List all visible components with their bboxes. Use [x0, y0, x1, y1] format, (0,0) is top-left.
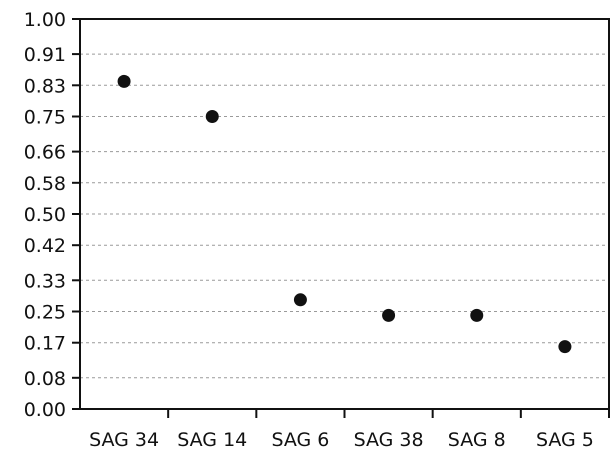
data-point — [558, 340, 572, 354]
y-tick-label: 0.75 — [24, 107, 66, 129]
x-axis: SAG 34 SAG 14 SAG 6 SAG 38 SAG 8 SAG 5 — [89, 409, 610, 451]
y-tick-label: 0.58 — [24, 173, 66, 195]
x-tick-label: SAG 8 — [448, 429, 506, 451]
x-tick-label: SAG 6 — [271, 429, 329, 451]
x-tick-label: SAG 34 — [89, 429, 159, 451]
plot-frame — [79, 18, 610, 410]
x-tick-label: SAG 38 — [354, 429, 424, 451]
gridlines — [80, 53, 609, 379]
y-tick-label: 0.08 — [24, 368, 66, 390]
data-point — [470, 308, 484, 322]
y-tick-label: 0.33 — [24, 270, 66, 292]
y-tick-label: 0.66 — [24, 142, 66, 164]
y-tick-label: 1.00 — [24, 9, 66, 31]
data-point — [293, 293, 307, 307]
data-point — [382, 308, 396, 322]
data-point — [205, 110, 219, 123]
y-tick-label: 0.42 — [24, 235, 66, 257]
y-axis: 1.00 0.91 0.83 0.75 0.66 0.58 0.50 0.42 0.33 0.25… — [24, 9, 80, 421]
y-tick-label: 0.00 — [24, 399, 66, 421]
y-tick-label: 0.17 — [24, 333, 66, 355]
data-points — [117, 74, 572, 354]
y-tick-label: 0.50 — [24, 204, 66, 226]
y-tick-label: 0.25 — [24, 302, 66, 324]
x-tick-label: SAG 14 — [177, 429, 247, 451]
y-tick-label: 0.83 — [24, 75, 66, 97]
x-tick-label: SAG 5 — [536, 429, 594, 451]
y-tick-label: 0.91 — [24, 44, 66, 66]
data-point — [117, 74, 131, 88]
